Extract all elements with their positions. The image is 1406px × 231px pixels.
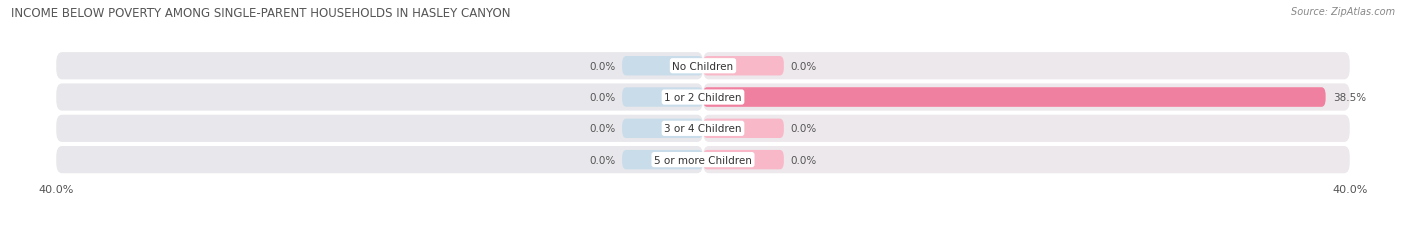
Text: No Children: No Children — [672, 61, 734, 71]
FancyBboxPatch shape — [703, 115, 1350, 142]
FancyBboxPatch shape — [56, 53, 703, 80]
FancyBboxPatch shape — [703, 57, 785, 76]
Text: Source: ZipAtlas.com: Source: ZipAtlas.com — [1291, 7, 1395, 17]
Text: INCOME BELOW POVERTY AMONG SINGLE-PARENT HOUSEHOLDS IN HASLEY CANYON: INCOME BELOW POVERTY AMONG SINGLE-PARENT… — [11, 7, 510, 20]
FancyBboxPatch shape — [703, 84, 1350, 111]
FancyBboxPatch shape — [703, 88, 1326, 107]
FancyBboxPatch shape — [703, 146, 1350, 173]
Text: 5 or more Children: 5 or more Children — [654, 155, 752, 165]
FancyBboxPatch shape — [56, 115, 703, 142]
FancyBboxPatch shape — [621, 88, 703, 107]
FancyBboxPatch shape — [703, 88, 1326, 107]
Text: 0.0%: 0.0% — [589, 93, 616, 103]
FancyBboxPatch shape — [621, 150, 703, 170]
FancyBboxPatch shape — [621, 119, 703, 138]
Text: 0.0%: 0.0% — [589, 61, 616, 71]
Text: 0.0%: 0.0% — [589, 155, 616, 165]
Text: 0.0%: 0.0% — [790, 124, 817, 134]
FancyBboxPatch shape — [621, 57, 703, 76]
Text: 3 or 4 Children: 3 or 4 Children — [664, 124, 742, 134]
FancyBboxPatch shape — [703, 53, 1350, 80]
Text: 0.0%: 0.0% — [790, 155, 817, 165]
FancyBboxPatch shape — [56, 84, 703, 111]
FancyBboxPatch shape — [703, 119, 785, 138]
FancyBboxPatch shape — [56, 146, 703, 173]
Text: 38.5%: 38.5% — [1333, 93, 1367, 103]
Text: 0.0%: 0.0% — [790, 61, 817, 71]
Text: 1 or 2 Children: 1 or 2 Children — [664, 93, 742, 103]
Text: 0.0%: 0.0% — [589, 124, 616, 134]
FancyBboxPatch shape — [703, 150, 785, 170]
